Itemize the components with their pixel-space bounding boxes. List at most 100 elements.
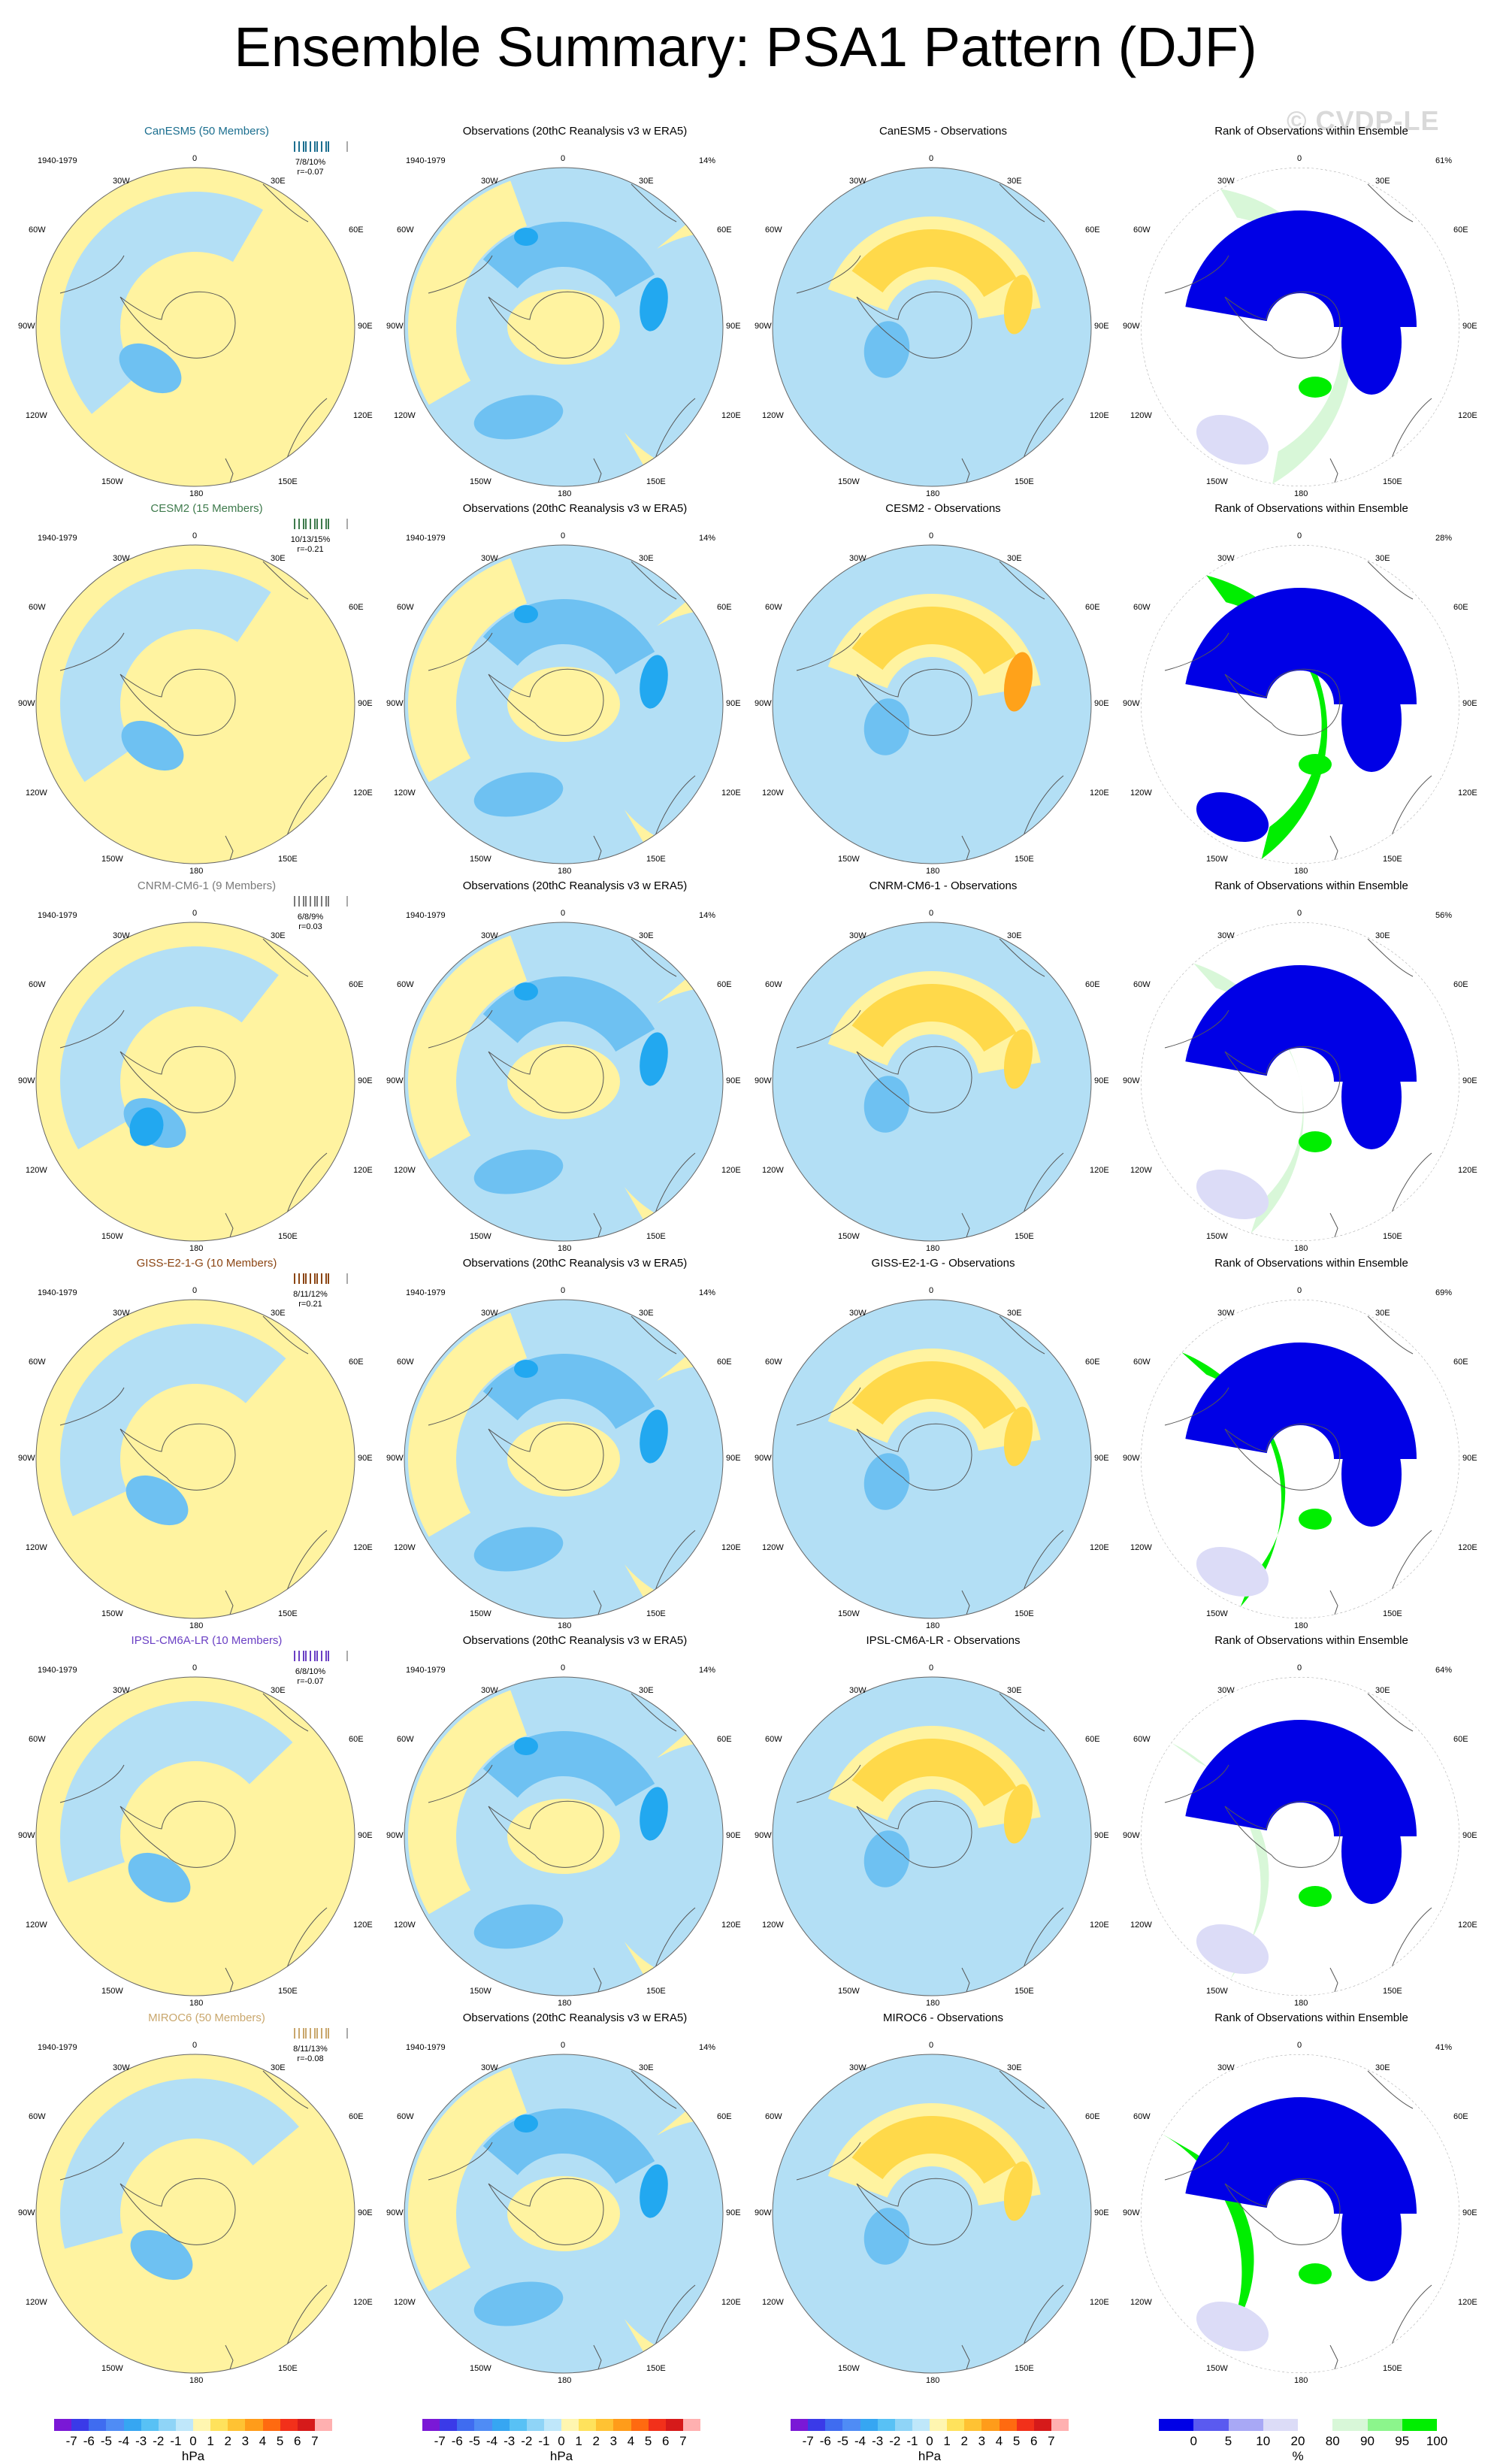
australia-coastline [1021,775,1064,840]
rank-high-core [1299,1886,1332,1907]
lon-label-tr: 30E [1375,1309,1390,1318]
colorbar-cell [596,2419,614,2431]
lon-label-ul: 60W [765,2112,782,2121]
lon-label-lr: 120E [353,1543,373,1552]
lon-label-ur: 60E [1453,1358,1468,1367]
australia-coastline [1390,1907,1432,1972]
colorbar-tick: 5 [644,2434,652,2448]
lon-label-tr: 30E [271,177,286,186]
colorbar-tick: -4 [854,2434,866,2448]
lon-label-bl: 150W [101,855,123,864]
correlation-stat: r=-0.07 [297,168,324,177]
rank-low-core [1341,1421,1402,1527]
colorbar-tick: -7 [434,2434,446,2448]
colorbar-tick: -1 [170,2434,182,2448]
map-border [404,922,724,1242]
colorbar-tick: -6 [451,2434,463,2448]
antarctica-coastline [856,1423,972,1491]
colorbar-cell [648,2419,666,2431]
lon-label-ul: 60W [765,603,782,612]
lon-label-bottom: 180 [926,2376,940,2385]
model-panel: CNRM-CM6-1 (9 Members) 0 30W 30E 60W 60E 90W 90… [18,875,391,1253]
map-border [772,167,1092,487]
lon-label-ur: 60E [349,603,364,612]
lon-label-br: 150E [646,2364,666,2373]
lon-label-ur: 60E [1085,1358,1100,1367]
obs-pct: 14% [699,156,716,165]
lon-label-tl: 30W [1217,2063,1235,2072]
colorbar-tick: 2 [224,2434,231,2448]
negative-anomaly-peak [640,1032,668,1086]
lon-label-br: 150E [278,477,298,486]
obs-panel: Observations (20thC Reanalysis v3 w ERA5… [386,2007,759,2385]
polar-map [35,544,355,864]
lon-label-ul: 60W [29,1358,46,1367]
antarctica-coastline [856,291,972,359]
colorbar-tick: -2 [889,2434,901,2448]
lon-label-l: 90W [755,699,772,708]
member-strip [294,2028,348,2039]
lon-label-ul: 60W [397,226,414,235]
negative-anomaly-core [473,1904,564,1949]
south-america-coastline [59,2142,125,2181]
colorbar-tick: 1 [943,2434,951,2448]
lon-label-ll: 120W [26,411,47,420]
lon-label-top: 0 [1297,1663,1302,1672]
lon-label-r: 90E [726,1076,741,1085]
correlation-stat: r=-0.08 [297,2054,324,2063]
lon-label-ul: 60W [397,1735,414,1744]
obs-title: Observations (20thC Reanalysis v3 w ERA5… [462,125,688,138]
diff-title: CESM2 - Observations [885,502,1001,515]
lon-label-r: 90E [1462,1454,1477,1463]
negative-anomaly-peak [514,228,538,246]
lon-label-bl: 150W [101,1609,123,1618]
rank-high-core [1299,2263,1332,2284]
lon-label-br: 150E [278,2364,298,2373]
lon-label-ul: 60W [1133,603,1151,612]
positive-anomaly-core [851,1739,1017,1806]
colorbar-tick: -3 [135,2434,147,2448]
lon-label-tr: 30E [639,2063,654,2072]
lon-label-br: 150E [278,1609,298,1618]
south-america-coastline [796,632,861,671]
africa-coastline [1367,1315,1414,1355]
diff-title: MIROC6 - Observations [882,2011,1004,2024]
africa-coastline [999,2070,1045,2109]
colorbar-cell [964,2419,982,2431]
lon-label-bottom: 180 [1294,489,1308,498]
negative-anomaly-peak [640,655,668,709]
polar-map [1141,922,1459,1241]
colorbar-cell [791,2419,809,2431]
colorbar-tick: -2 [153,2434,165,2448]
map-border [35,1299,355,1619]
colorbar-tick: 100 [1426,2434,1448,2448]
map-border [404,1299,724,1619]
period-label: 1940-1979 [406,534,446,543]
australia-coastline [285,2284,328,2350]
antarctica-coastline [1224,2178,1341,2245]
lon-label-bottom: 180 [189,1999,204,2008]
map-background [773,2054,1091,2373]
antarctica-coastline [1224,1046,1341,1113]
colorbar-cell [1367,2419,1402,2431]
colorbar-tick: 6 [662,2434,670,2448]
colorbar-cell [930,2419,948,2431]
lon-label-r: 90E [1462,1831,1477,1840]
positive-anomaly-peak [1003,1406,1033,1467]
lon-label-top: 0 [561,154,566,163]
colorbar-tick: 2 [592,2434,600,2448]
obs-panel: Observations (20thC Reanalysis v3 w ERA5… [386,120,759,498]
colorbar-cell [280,2419,298,2431]
lon-label-bl: 150W [838,477,860,486]
negative-anomaly-core [126,1475,189,1526]
lon-label-r: 90E [358,322,373,331]
colorbar-cell [262,2419,280,2431]
ensemble-stats: 8/11/13% r=-0.08 [277,2045,344,2064]
negative-anomaly-peak [514,1737,538,1755]
obs-panel: Observations (20thC Reanalysis v3 w ERA5… [386,875,759,1253]
colorbar-cell [877,2419,895,2431]
lon-label-top: 0 [561,2041,566,2050]
new-zealand-coastline [1329,2344,1341,2373]
lon-label-bottom: 180 [189,489,204,498]
rank-panel: Rank of Observations within Ensemble 0 30W… [1123,1252,1491,1630]
